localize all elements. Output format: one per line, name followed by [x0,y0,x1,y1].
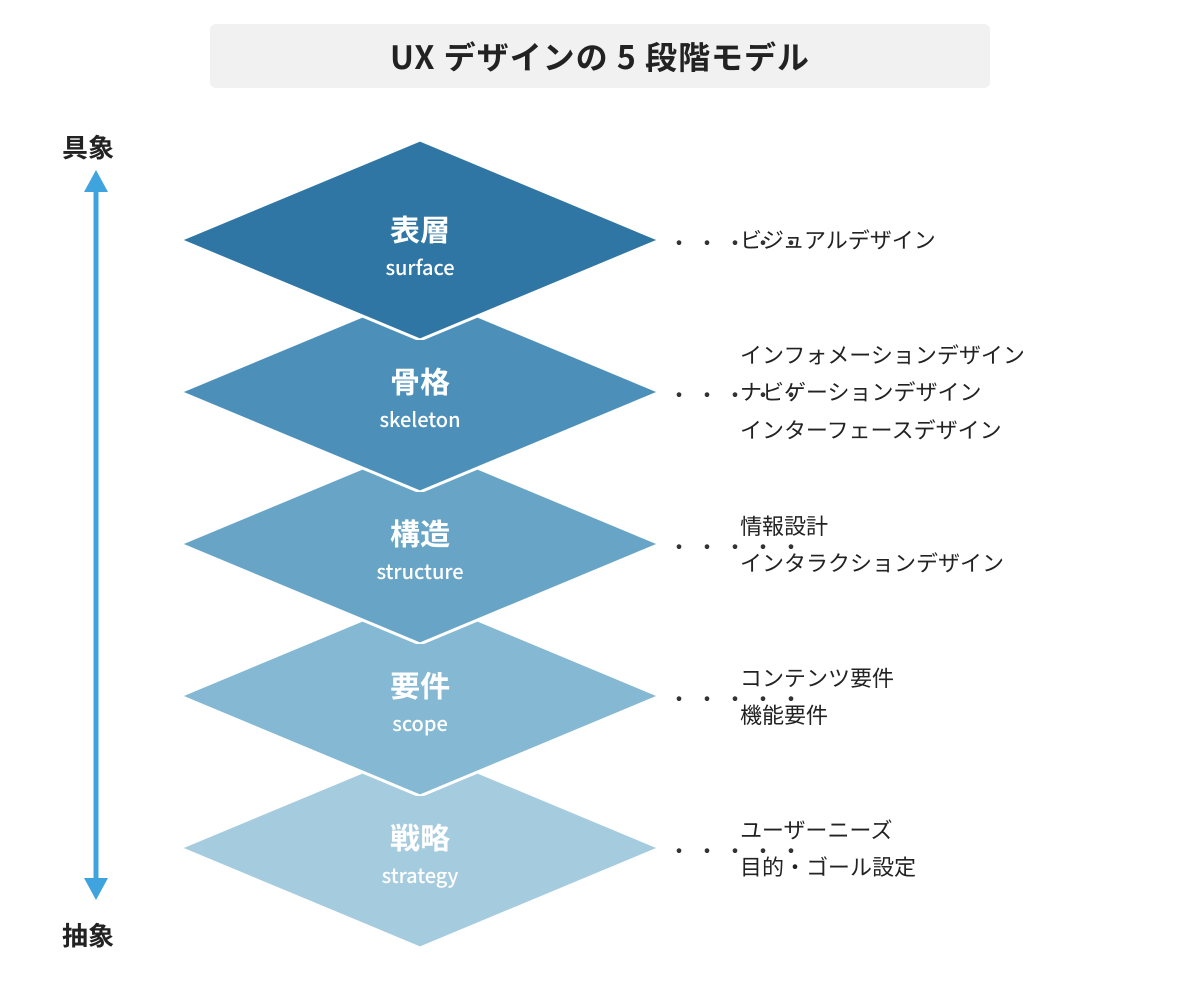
title-box: UX デザインの 5 段階モデル [210,24,990,88]
axis-arrow [82,170,110,900]
axis-label-abstract: 抽象 [62,916,114,953]
diamond-stack: 表層surface骨格skeleton構造structure要件scope戦略s… [170,120,670,960]
axis-label-concrete: 具象 [62,128,114,165]
layer-surface: 表層surface [420,140,900,340]
page-title: UX デザインの 5 段階モデル [390,33,810,79]
